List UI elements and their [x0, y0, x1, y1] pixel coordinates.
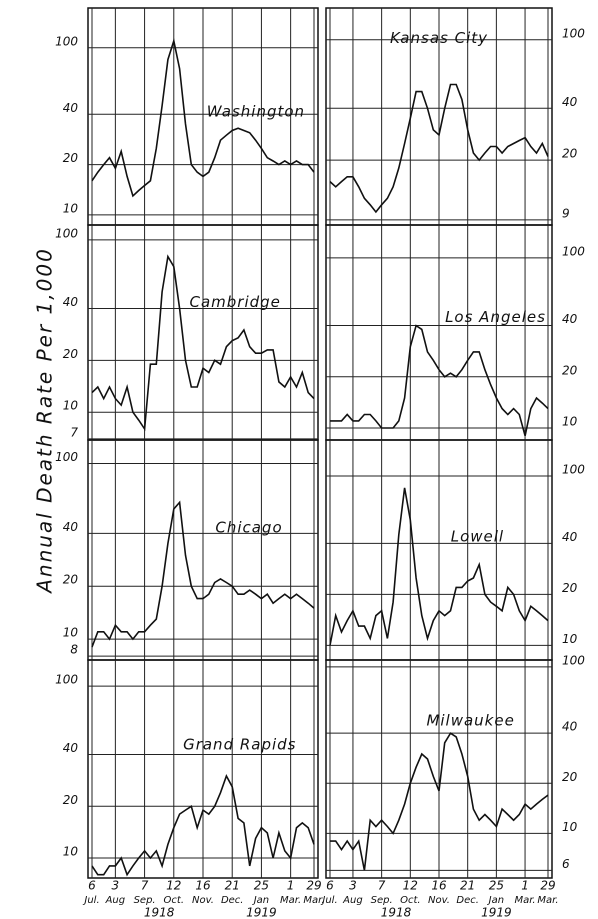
data-line — [329, 83, 549, 214]
x-year-label: 1918 — [381, 906, 412, 919]
y-tick-label: 100 — [55, 673, 78, 687]
y-tick-label: 100 — [562, 462, 585, 476]
y-tick-label: 20 — [63, 151, 79, 165]
x-month-label: Sep. — [134, 895, 156, 906]
y-tick-label: 6 — [562, 857, 570, 871]
y-tick-label: 10 — [63, 201, 79, 215]
x-tick-label: 16 — [431, 879, 447, 893]
data-line — [91, 774, 315, 877]
x-month-label: Mar. — [537, 895, 558, 906]
y-tick-label: 40 — [63, 520, 79, 534]
panel-title: Kansas City — [390, 29, 488, 47]
x-tick-label: 29 — [540, 879, 555, 893]
x-tick-label: 6 — [88, 879, 96, 893]
x-tick-label: 7 — [378, 879, 386, 893]
x-tick-label: 7 — [141, 879, 149, 893]
x-month-label: Oct. — [400, 895, 420, 906]
y-tick-label: 40 — [562, 530, 578, 544]
x-month-label: Sep. — [371, 895, 393, 906]
panel-title: Grand Rapids — [183, 736, 296, 754]
y-tick-label: 10 — [63, 626, 79, 640]
y-tick-label: 10 — [562, 820, 578, 834]
y-tick-label: 10 — [562, 414, 578, 428]
x-month-label: Mar. — [303, 895, 324, 906]
y-tick-label: 20 — [562, 770, 578, 784]
x-month-label: Oct. — [164, 895, 184, 906]
data-line — [91, 254, 315, 432]
x-month-label: Jan — [487, 895, 504, 906]
x-year-label: 1918 — [144, 906, 175, 919]
y-tick-label: 20 — [63, 793, 79, 807]
data-line — [91, 37, 315, 198]
y-tick-label: 100 — [55, 34, 78, 48]
x-tick-label: 1 — [287, 879, 295, 893]
y-tick-label: 100 — [562, 244, 585, 258]
y-tick-label: 40 — [63, 101, 79, 115]
panel-title: Los Angeles — [445, 308, 546, 326]
x-year-label: 1919 — [246, 906, 277, 919]
x-tick-label: 25 — [254, 879, 269, 893]
panel-title: Washington — [207, 103, 305, 121]
x-month-label: Mar. — [280, 895, 301, 906]
x-tick-label: 12 — [403, 879, 418, 893]
x-tick-label: 3 — [349, 879, 357, 893]
y-tick-label: 40 — [63, 295, 79, 309]
x-tick-label: 1 — [521, 879, 529, 893]
y-tick-label: 100 — [55, 450, 78, 464]
panel-title: Milwaukee — [426, 712, 514, 730]
y-tick-label: 20 — [562, 363, 578, 377]
x-tick-label: 16 — [195, 879, 211, 893]
x-tick-label: 29 — [306, 879, 321, 893]
x-month-label: Nov. — [192, 895, 214, 906]
x-month-label: Jan — [252, 895, 269, 906]
y-tick-label: 100 — [55, 226, 78, 240]
x-year-label: 1919 — [481, 906, 512, 919]
x-tick-label: 25 — [489, 879, 504, 893]
y-tick-label: 40 — [562, 312, 578, 326]
x-month-label: Jul. — [82, 895, 99, 906]
y-tick-label: 7 — [70, 425, 78, 439]
y-tick-label: 100 — [562, 653, 585, 667]
y-axis-label: Annual Death Rate Per 1,000 — [33, 247, 57, 595]
x-tick-label: 21 — [460, 879, 475, 893]
y-tick-label: 40 — [562, 95, 578, 109]
x-month-label: Nov. — [428, 895, 450, 906]
y-tick-label: 20 — [562, 581, 578, 595]
data-line — [329, 487, 549, 646]
y-tick-label: 20 — [63, 573, 79, 587]
data-line — [330, 732, 549, 871]
y-tick-label: 20 — [562, 147, 578, 161]
x-month-label: Mar. — [514, 895, 535, 906]
x-month-label: Aug — [342, 895, 363, 906]
data-line — [91, 500, 315, 648]
y-tick-label: 100 — [562, 26, 585, 40]
panel-title: Cambridge — [189, 293, 280, 311]
x-tick-label: 12 — [166, 879, 181, 893]
y-tick-label: 10 — [63, 399, 79, 413]
data-line — [330, 324, 549, 437]
x-month-label: Dec. — [456, 895, 479, 906]
x-month-label: Jul. — [320, 895, 337, 906]
x-tick-label: 21 — [225, 879, 240, 893]
panel-title: Chicago — [215, 519, 282, 537]
panel-title: Lowell — [451, 527, 504, 545]
x-month-label: Aug — [105, 895, 126, 906]
y-tick-label: 10 — [63, 845, 79, 859]
y-tick-label: 40 — [562, 720, 578, 734]
x-tick-label: 6 — [326, 879, 334, 893]
y-tick-label: 10 — [562, 632, 578, 646]
x-month-label: Dec. — [221, 895, 244, 906]
y-tick-label: 20 — [63, 347, 79, 361]
y-tick-label: 40 — [63, 741, 79, 755]
y-tick-label: 8 — [70, 643, 78, 657]
x-tick-label: 3 — [112, 879, 120, 893]
y-tick-label: 9 — [562, 206, 570, 220]
